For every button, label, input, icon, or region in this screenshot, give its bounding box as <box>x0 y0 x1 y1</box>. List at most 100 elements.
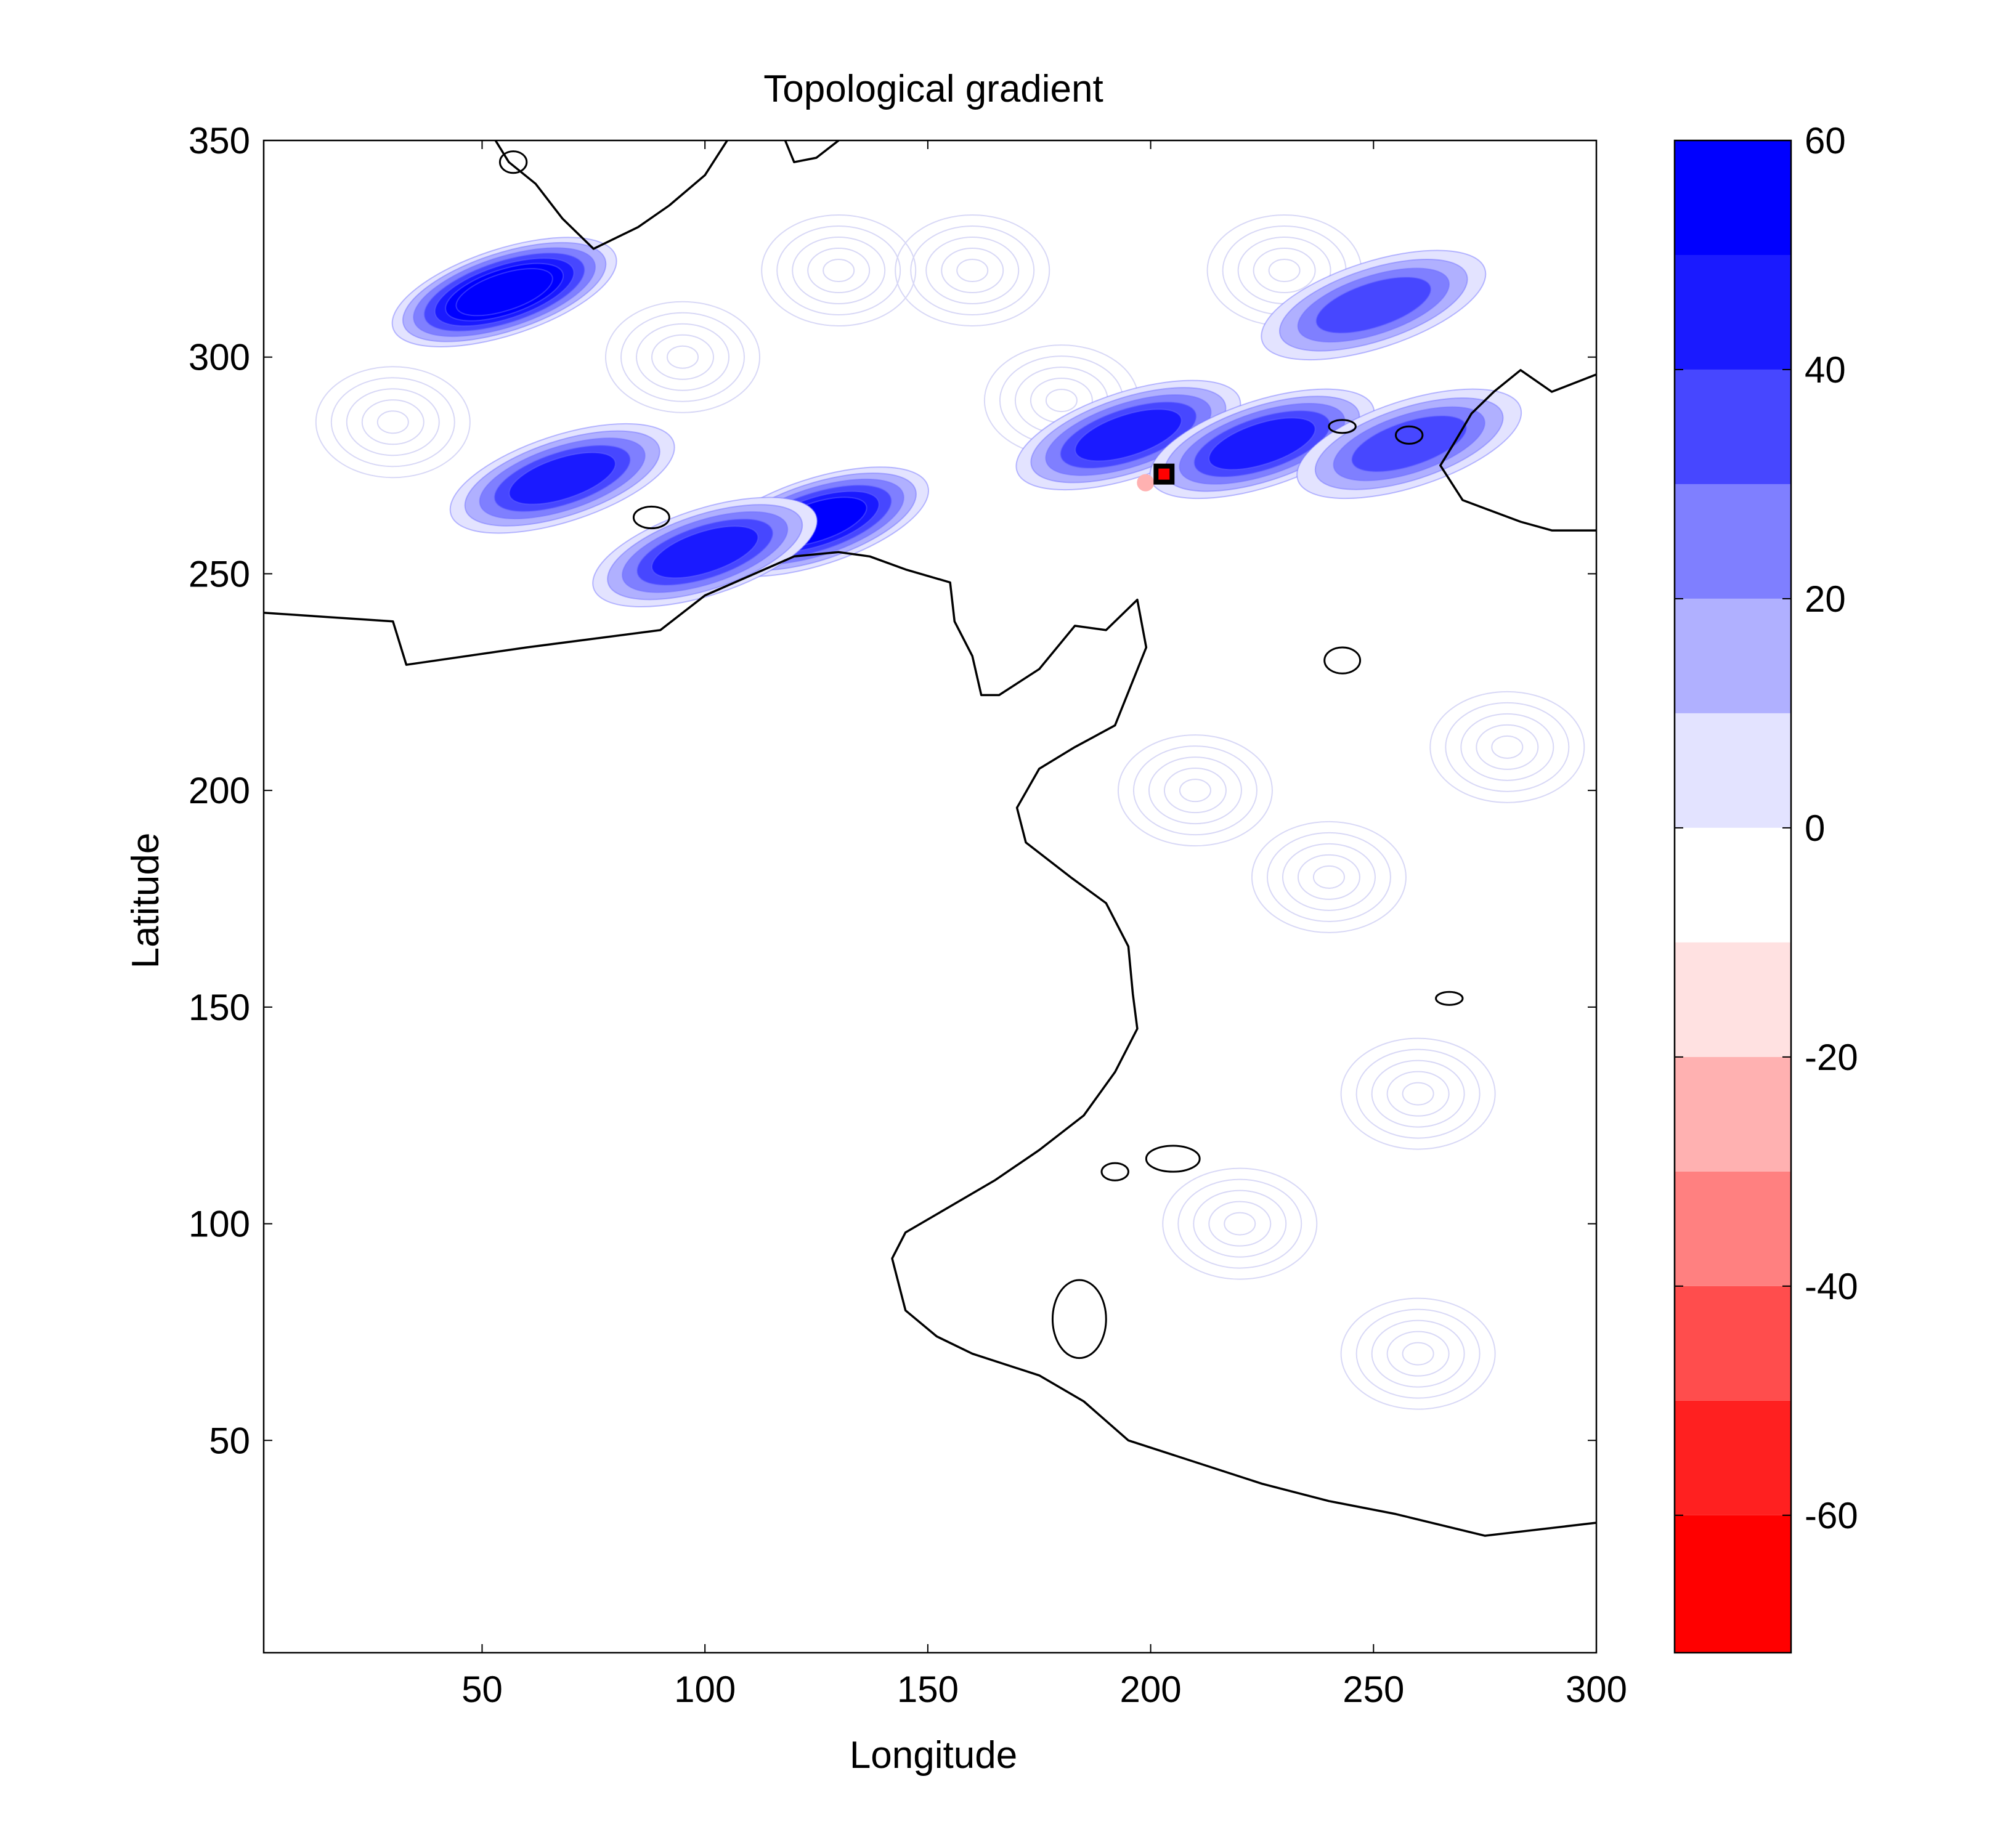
colorbar-tick-label: 40 <box>1805 349 1846 391</box>
sea-contour <box>1386 1071 1450 1117</box>
x-axis-label: Longitude <box>850 1734 1017 1777</box>
sea-contour <box>1266 832 1391 922</box>
sea-contour <box>1297 854 1360 900</box>
y-tick-label: 350 <box>189 120 250 161</box>
x-tick-label: 200 <box>1120 1669 1182 1710</box>
coastline-top-b <box>784 140 840 163</box>
sea-contour <box>1045 389 1078 413</box>
sea-contour <box>1476 724 1539 770</box>
y-axis-label: Latitude <box>124 833 167 969</box>
marked-point <box>1153 463 1175 485</box>
colorbar-tick-label: 0 <box>1805 808 1825 849</box>
sea-contour <box>1163 768 1227 814</box>
sea-contour <box>605 301 761 413</box>
sea-contour <box>1268 259 1301 283</box>
island-outline <box>1394 425 1424 445</box>
sea-contour <box>1253 248 1316 294</box>
y-tick-label: 50 <box>209 1420 250 1461</box>
x-tick-label: 150 <box>897 1669 959 1710</box>
sea-contour <box>1132 745 1257 836</box>
sea-contour <box>1340 1037 1496 1150</box>
island-outline <box>498 150 528 174</box>
negative-gradient-spot <box>1137 474 1155 492</box>
colorbar-level <box>1675 1515 1791 1653</box>
gradient-level-band <box>1208 417 1316 471</box>
gradient-level-band <box>651 525 759 579</box>
sea-contour <box>330 377 455 468</box>
gradient-level-band <box>455 268 553 317</box>
island-outline <box>1051 1279 1107 1360</box>
plot-area <box>262 139 1598 1654</box>
colorbar-tick-label: -40 <box>1805 1266 1858 1307</box>
sea-contour <box>1340 1297 1496 1410</box>
colorbar-level <box>1675 827 1791 942</box>
sea-contour <box>361 399 425 445</box>
sea-contour <box>1177 1178 1302 1269</box>
sea-contour <box>346 388 440 456</box>
sea-contour <box>1371 1319 1465 1388</box>
y-tick-label: 150 <box>189 987 250 1028</box>
x-tick-label: 300 <box>1566 1669 1627 1710</box>
sea-contour <box>1224 1212 1256 1236</box>
sea-contour <box>895 214 1050 327</box>
colorbar-frame <box>1673 139 1792 1654</box>
colorbar-level <box>1675 1056 1791 1172</box>
plot-frame <box>262 139 1598 1654</box>
gradient-region-8 <box>1261 249 1487 361</box>
sea-contour <box>925 237 1020 305</box>
x-tick-label: 100 <box>674 1669 736 1710</box>
sea-contour <box>761 214 917 327</box>
sea-contour <box>1429 691 1585 803</box>
sea-contour <box>1445 702 1570 792</box>
colorbar-level <box>1675 598 1791 713</box>
sea-contour <box>1355 1308 1481 1399</box>
sea-contour <box>1491 735 1524 759</box>
colorbar-level <box>1675 484 1791 599</box>
sea-contour <box>823 259 855 283</box>
sea-contour <box>1179 779 1211 803</box>
gradient-field <box>264 140 1596 1537</box>
island-outline <box>1100 1162 1129 1181</box>
sea-contour <box>1371 1060 1465 1128</box>
sea-contour <box>807 248 871 294</box>
gradient-level-band <box>508 452 616 505</box>
x-tick-label: 250 <box>1343 1669 1404 1710</box>
island-outline <box>1328 419 1357 434</box>
sea-contour <box>792 237 886 305</box>
sea-contour <box>1251 821 1407 933</box>
gradient-region-1 <box>391 237 617 347</box>
sea-contour <box>1208 1201 1272 1247</box>
colorbar-level <box>1675 1171 1791 1286</box>
x-axis: 50 100 150 200 250 300 <box>461 140 1627 1710</box>
colorbar-level <box>1675 254 1791 370</box>
coastline <box>264 140 1596 1537</box>
colorbar-tick-label: 60 <box>1805 120 1846 161</box>
sea-contour <box>1162 1167 1318 1280</box>
coastline-right <box>1439 369 1596 532</box>
sea-contour <box>1386 1331 1450 1377</box>
sea-contour <box>315 366 471 479</box>
sea-contour <box>636 323 730 391</box>
y-tick-label: 250 <box>189 553 250 594</box>
gradient-level-band <box>1315 276 1432 334</box>
colorbar-tick-label: -60 <box>1805 1495 1858 1536</box>
colorbar-level <box>1675 369 1791 484</box>
sea-contour <box>667 345 699 369</box>
sea-contour <box>1402 1082 1434 1106</box>
sea-contour <box>376 410 409 434</box>
y-tick-label: 200 <box>189 770 250 811</box>
y-tick-label: 300 <box>189 337 250 378</box>
sea-contour <box>1117 734 1273 847</box>
y-axis: 50 100 150 200 250 300 350 <box>189 120 1596 1461</box>
colorbar-tick-label: -20 <box>1805 1037 1858 1078</box>
gradient-region-6 <box>1149 388 1375 500</box>
sea-contour <box>1193 1189 1287 1258</box>
colorbar-level <box>1675 942 1791 1057</box>
coastline-top-a <box>494 140 728 250</box>
island-outline <box>1323 646 1362 675</box>
island-outline <box>632 505 670 530</box>
sea-contour <box>1402 1342 1434 1366</box>
x-tick-label: 50 <box>461 1669 503 1710</box>
sea-contour <box>1460 713 1554 781</box>
